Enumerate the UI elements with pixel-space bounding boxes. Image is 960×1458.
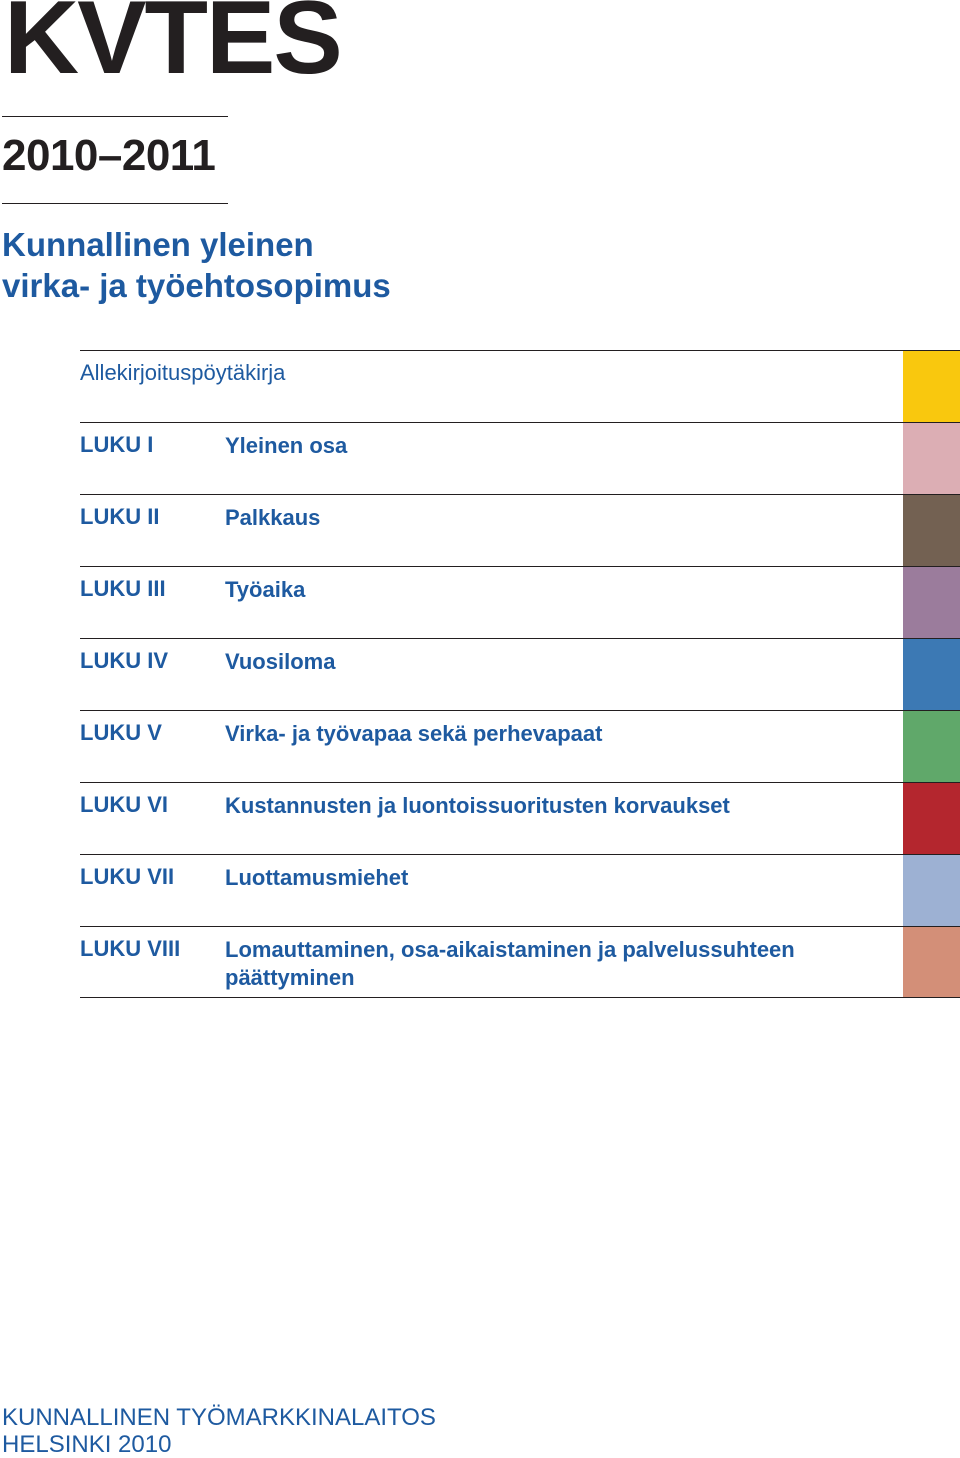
- document-subtitle: Kunnallinen yleinen virka- ja työehtosop…: [2, 224, 391, 306]
- toc-chapter-number: LUKU I: [80, 432, 154, 457]
- chapter-color-swatch: [903, 351, 960, 422]
- toc-label: Lomauttaminen, osa-aikaistaminen ja palv…: [225, 937, 795, 990]
- toc-chapter-number: LUKU V: [80, 720, 162, 745]
- chapter-color-swatch: [903, 783, 960, 854]
- chapter-color-swatch: [903, 927, 960, 997]
- chapter-color-swatch: [903, 639, 960, 710]
- publisher-footer: KUNNALLINEN TYÖMARKKINALAITOS HELSINKI 2…: [2, 1404, 436, 1458]
- toc-row-luku-3[interactable]: LUKU III Työaika: [80, 566, 960, 638]
- toc-label: Allekirjoituspöytäkirja: [80, 360, 286, 385]
- title-divider: [2, 116, 228, 117]
- toc-label: Kustannusten ja luontoissuoritusten korv…: [225, 793, 730, 818]
- toc-label: Virka- ja työvapaa sekä perhevapaat: [225, 721, 603, 746]
- toc-chapter-number: LUKU VI: [80, 792, 168, 817]
- toc-row-allekirjoituspoytakirja[interactable]: Allekirjoituspöytäkirja: [80, 350, 960, 422]
- year-divider: [2, 203, 228, 204]
- toc-label: Yleinen osa: [225, 433, 348, 458]
- toc-chapter-number: LUKU IV: [80, 648, 168, 673]
- chapter-color-swatch: [903, 711, 960, 782]
- publication-place-year: HELSINKI 2010: [2, 1431, 172, 1458]
- table-of-contents: Allekirjoituspöytäkirja LUKU I Yleinen o…: [80, 350, 960, 998]
- toc-chapter-number: LUKU II: [80, 504, 160, 529]
- chapter-color-swatch: [903, 423, 960, 494]
- toc-row-luku-4[interactable]: LUKU IV Vuosiloma: [80, 638, 960, 710]
- toc-label: Luottamusmiehet: [225, 865, 409, 890]
- chapter-color-swatch: [903, 567, 960, 638]
- toc-row-luku-2[interactable]: LUKU II Palkkaus: [80, 494, 960, 566]
- chapter-color-swatch: [903, 855, 960, 926]
- toc-label: Vuosiloma: [225, 649, 336, 674]
- toc-chapter-number: LUKU III: [80, 576, 166, 601]
- subtitle-line-1: Kunnallinen yleinen: [2, 226, 314, 263]
- chapter-color-swatch: [903, 495, 960, 566]
- toc-row-luku-5[interactable]: LUKU V Virka- ja työvapaa sekä perhevapa…: [80, 710, 960, 782]
- toc-row-luku-8[interactable]: LUKU VIII Lomauttaminen, osa-aikaistamin…: [80, 926, 960, 998]
- toc-row-luku-1[interactable]: LUKU I Yleinen osa: [80, 422, 960, 494]
- publisher-name: KUNNALLINEN TYÖMARKKINALAITOS: [2, 1404, 436, 1431]
- toc-row-luku-7[interactable]: LUKU VII Luottamusmiehet: [80, 854, 960, 926]
- subtitle-line-2: virka- ja työehtosopimus: [2, 267, 391, 304]
- document-title: KVTES: [4, 0, 343, 96]
- toc-label: Työaika: [225, 577, 306, 602]
- toc-chapter-number: LUKU VIII: [80, 936, 181, 961]
- toc-row-luku-6[interactable]: LUKU VI Kustannusten ja luontoissuoritus…: [80, 782, 960, 854]
- toc-label: Palkkaus: [225, 505, 321, 530]
- toc-chapter-number: LUKU VII: [80, 864, 175, 889]
- agreement-years: 2010–2011: [2, 131, 216, 180]
